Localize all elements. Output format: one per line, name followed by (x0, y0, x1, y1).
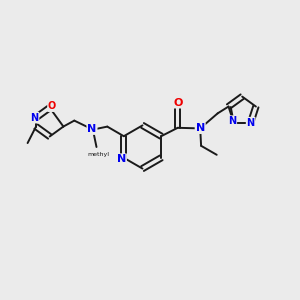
Text: N: N (196, 123, 205, 133)
Text: N: N (117, 154, 126, 164)
Text: methyl: methyl (87, 152, 109, 158)
Text: N: N (247, 118, 255, 128)
Text: N: N (228, 116, 236, 126)
Text: O: O (173, 98, 182, 108)
Text: N: N (30, 113, 39, 123)
Text: O: O (48, 101, 56, 111)
Text: N: N (87, 124, 97, 134)
